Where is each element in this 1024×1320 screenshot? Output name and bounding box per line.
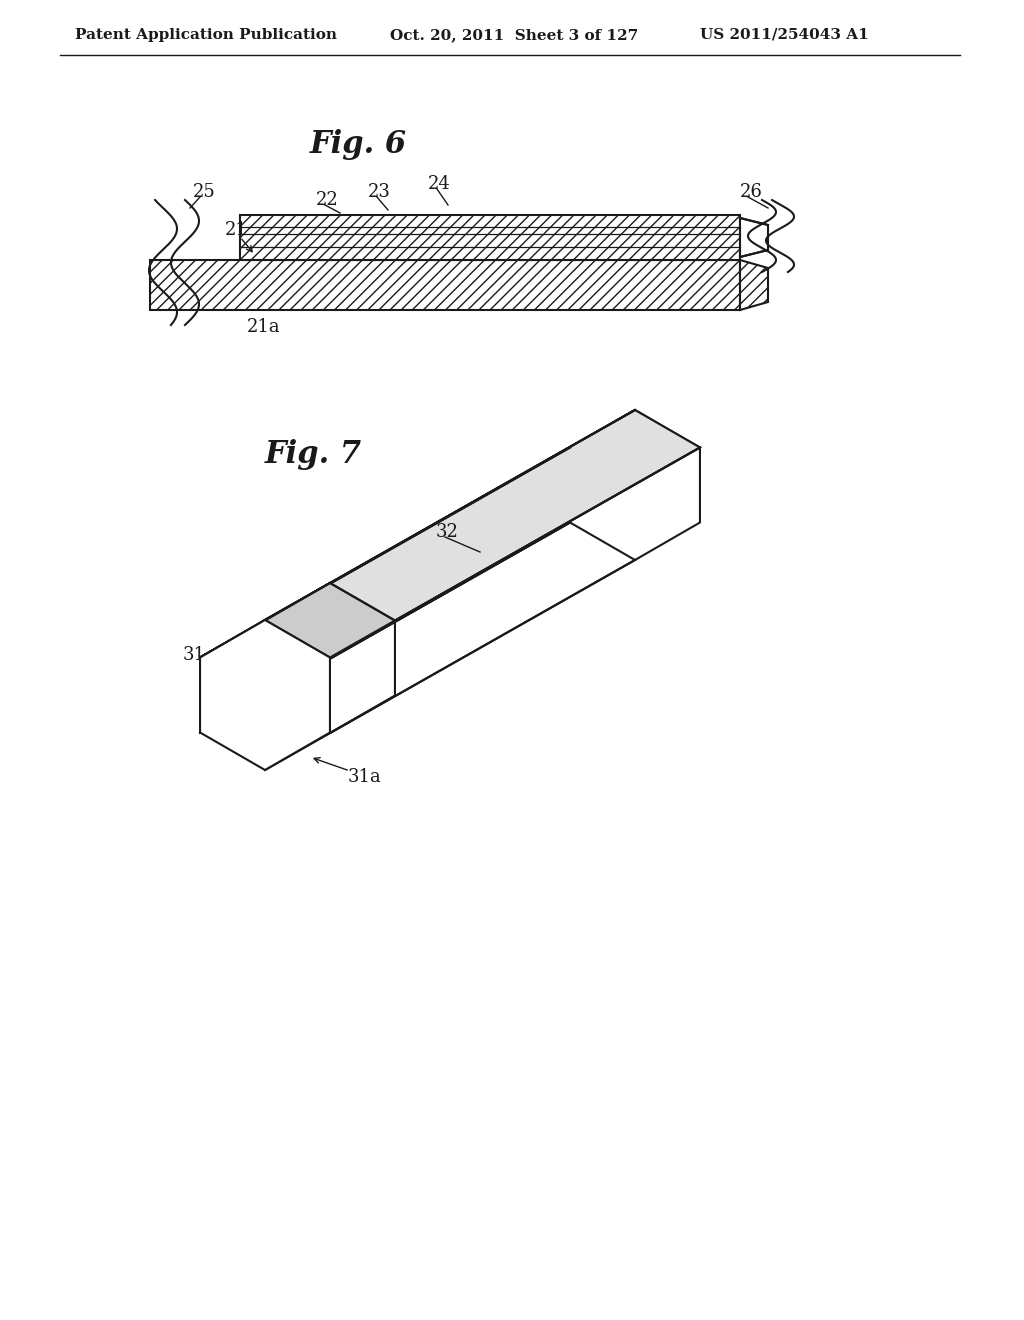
Text: 32: 32: [436, 523, 459, 541]
Text: 23: 23: [368, 183, 391, 201]
Text: 22: 22: [316, 191, 339, 209]
Text: 31: 31: [183, 645, 206, 664]
Text: Patent Application Publication: Patent Application Publication: [75, 28, 337, 42]
Polygon shape: [740, 218, 768, 257]
Polygon shape: [200, 620, 265, 733]
Polygon shape: [200, 583, 330, 657]
Text: 25: 25: [193, 183, 216, 201]
Bar: [150, 260, 740, 310]
Polygon shape: [200, 411, 635, 657]
Polygon shape: [265, 411, 700, 657]
Text: Fig. 6: Fig. 6: [310, 129, 408, 161]
Text: 26: 26: [740, 183, 763, 201]
Text: 24: 24: [428, 176, 451, 193]
Polygon shape: [200, 620, 330, 770]
Polygon shape: [200, 447, 570, 733]
Text: Oct. 20, 2011  Sheet 3 of 127: Oct. 20, 2011 Sheet 3 of 127: [390, 28, 638, 42]
Text: 21a: 21a: [247, 318, 281, 337]
Polygon shape: [265, 583, 395, 657]
Polygon shape: [740, 260, 768, 310]
Text: 21: 21: [225, 220, 248, 239]
Bar: [240, 215, 740, 260]
Polygon shape: [570, 411, 700, 560]
Text: 31a: 31a: [348, 768, 382, 785]
Text: US 2011/254043 A1: US 2011/254043 A1: [700, 28, 868, 42]
Text: Fig. 7: Fig. 7: [265, 440, 362, 470]
